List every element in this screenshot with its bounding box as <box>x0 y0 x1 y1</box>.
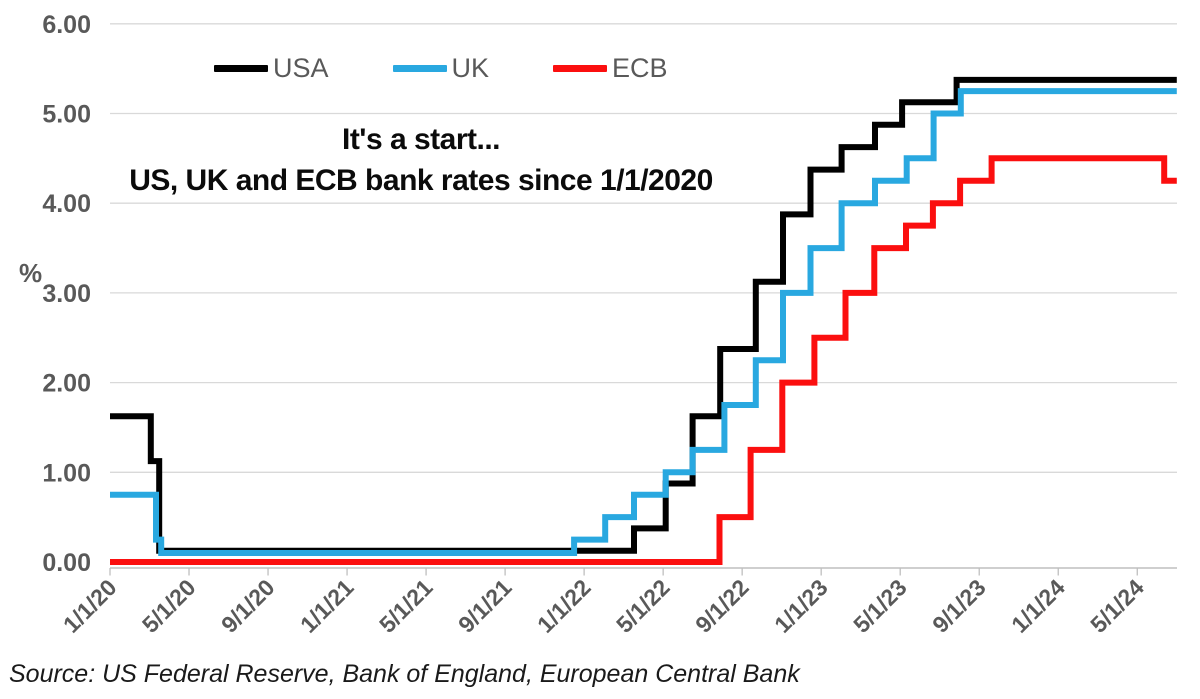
y-tick-label: 3.00 <box>42 280 91 308</box>
legend-label-uk: UK <box>451 53 490 83</box>
chart-title: It's a start... US, UK and ECB bank rate… <box>115 119 727 201</box>
chart-legend: USA UK ECB <box>214 55 668 82</box>
x-tick-label: 1/1/24 <box>1006 574 1070 638</box>
y-axis-unit-label: % <box>19 258 42 288</box>
x-tick-label: 1/1/21 <box>295 574 359 638</box>
uk-line-swatch-icon <box>392 65 447 72</box>
chart-title-line1: It's a start... <box>341 123 501 156</box>
x-tick-label: 1/1/20 <box>58 574 122 638</box>
y-tick-label: 2.00 <box>42 370 91 398</box>
x-tick-label: 5/1/22 <box>611 574 675 638</box>
x-tick-label: 9/1/21 <box>453 574 517 638</box>
x-tick-label: 1/1/23 <box>769 574 833 638</box>
x-tick-label: 5/1/21 <box>374 574 438 638</box>
x-tick-label: 5/1/20 <box>137 574 201 638</box>
chart-title-line2: US, UK and ECB bank rates since 1/1/2020 <box>129 164 713 197</box>
ecb-line-swatch-icon <box>553 65 608 72</box>
legend-label-ecb: ECB <box>612 53 668 83</box>
legend-label-usa: USA <box>273 53 329 83</box>
y-tick-label: 1.00 <box>42 459 91 487</box>
rates-step-chart: 1/1/20 5/1/20 9/1/20 1/1/21 5/1/21 9/1/21 1/1/… <box>19 11 1177 638</box>
x-tick-label: 9/1/20 <box>216 574 280 638</box>
x-tick-label: 5/1/23 <box>848 574 912 638</box>
usa-line-swatch-icon <box>214 65 268 72</box>
series-line-ecb <box>110 155 1177 565</box>
x-tick-label: 9/1/22 <box>690 574 754 638</box>
source-note: Source: US Federal Reserve, Bank of Engl… <box>9 660 800 688</box>
legend-item-ecb: ECB <box>553 55 668 82</box>
y-tick-label: 6.00 <box>42 11 91 39</box>
y-tick-label: 4.00 <box>42 190 91 218</box>
legend-item-uk: UK <box>392 53 490 83</box>
x-tick-label: 5/1/24 <box>1085 574 1149 638</box>
x-tick-label: 1/1/22 <box>532 574 596 638</box>
y-tick-label: 5.00 <box>42 101 91 129</box>
y-tick-label: 0.00 <box>42 549 91 577</box>
x-tick-label: 9/1/23 <box>927 574 991 638</box>
series-line-uk <box>110 88 1177 556</box>
legend-item-usa: USA <box>214 55 329 82</box>
